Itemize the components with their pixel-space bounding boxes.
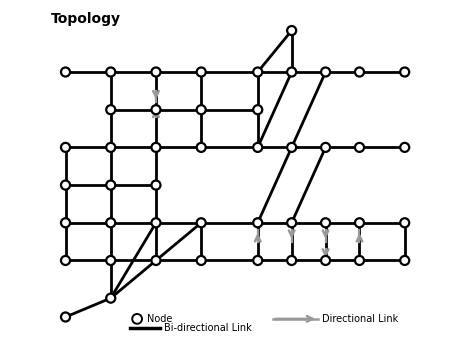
Circle shape xyxy=(321,218,330,227)
Circle shape xyxy=(321,67,330,76)
Circle shape xyxy=(321,143,330,152)
Text: Topology: Topology xyxy=(50,12,120,26)
Circle shape xyxy=(197,143,206,152)
Circle shape xyxy=(355,143,364,152)
Circle shape xyxy=(253,256,262,265)
Circle shape xyxy=(61,143,70,152)
Circle shape xyxy=(106,143,115,152)
Circle shape xyxy=(106,105,115,114)
Circle shape xyxy=(287,256,296,265)
Text: Bi-directional Link: Bi-directional Link xyxy=(164,323,251,333)
Circle shape xyxy=(152,256,161,265)
Circle shape xyxy=(253,218,262,227)
Circle shape xyxy=(355,256,364,265)
Circle shape xyxy=(197,105,206,114)
Circle shape xyxy=(61,181,70,190)
Circle shape xyxy=(253,143,262,152)
Circle shape xyxy=(355,67,364,76)
Circle shape xyxy=(61,312,70,322)
Circle shape xyxy=(61,67,70,76)
Circle shape xyxy=(321,256,330,265)
Circle shape xyxy=(400,67,409,76)
Circle shape xyxy=(197,67,206,76)
Circle shape xyxy=(287,26,296,35)
Circle shape xyxy=(287,218,296,227)
Circle shape xyxy=(287,143,296,152)
Circle shape xyxy=(400,256,409,265)
Circle shape xyxy=(61,256,70,265)
Circle shape xyxy=(253,105,262,114)
Text: Node: Node xyxy=(146,314,172,324)
Circle shape xyxy=(61,218,70,227)
Circle shape xyxy=(106,181,115,190)
Circle shape xyxy=(152,105,161,114)
Circle shape xyxy=(106,294,115,303)
Circle shape xyxy=(106,256,115,265)
Circle shape xyxy=(152,67,161,76)
Circle shape xyxy=(197,218,206,227)
Circle shape xyxy=(152,218,161,227)
Circle shape xyxy=(400,218,409,227)
Circle shape xyxy=(106,218,115,227)
Text: Directional Link: Directional Link xyxy=(322,314,398,324)
Circle shape xyxy=(287,67,296,76)
Circle shape xyxy=(355,218,364,227)
Circle shape xyxy=(132,314,142,324)
Circle shape xyxy=(197,256,206,265)
Circle shape xyxy=(152,181,161,190)
Circle shape xyxy=(400,143,409,152)
Circle shape xyxy=(106,67,115,76)
Circle shape xyxy=(152,143,161,152)
Circle shape xyxy=(253,67,262,76)
